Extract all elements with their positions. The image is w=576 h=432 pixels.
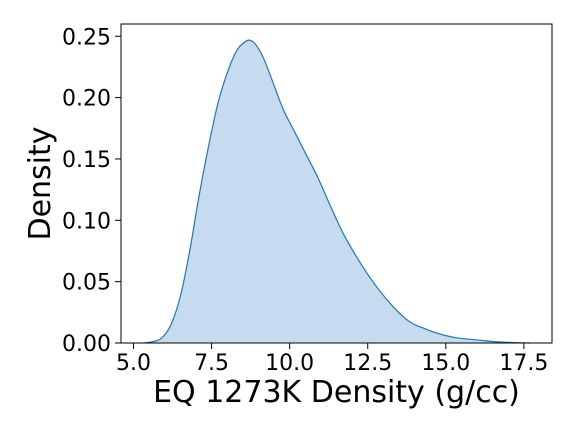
y-tick-label: 0.15 <box>62 148 111 173</box>
y-tick-label: 0.25 <box>62 25 111 50</box>
x-tick-label: 10.0 <box>265 351 314 376</box>
density-curve-line <box>142 39 531 344</box>
x-tick-label: 7.5 <box>194 351 229 376</box>
y-tick-label: 0.20 <box>62 87 111 112</box>
x-axis-label: EQ 1273K Density (g/cc) <box>153 375 520 410</box>
y-axis-ticks: 0.00 0.05 0.10 0.15 0.20 0.25 <box>62 25 121 357</box>
y-axis-label: Density <box>23 126 58 240</box>
x-tick-label: 15.0 <box>421 351 470 376</box>
y-tick-label: 0.10 <box>62 209 111 234</box>
plot-frame <box>120 23 553 344</box>
y-tick-label: 0.00 <box>62 332 111 357</box>
x-tick-label: 5.0 <box>116 351 151 376</box>
x-axis-ticks: 5.0 7.5 10.0 12.5 15.0 17.5 <box>116 343 548 376</box>
y-tick-label: 0.05 <box>62 271 111 296</box>
x-tick-label: 12.5 <box>343 351 392 376</box>
x-tick-label: 17.5 <box>499 351 548 376</box>
plot-area <box>142 39 531 344</box>
density-area-fill <box>142 40 531 343</box>
